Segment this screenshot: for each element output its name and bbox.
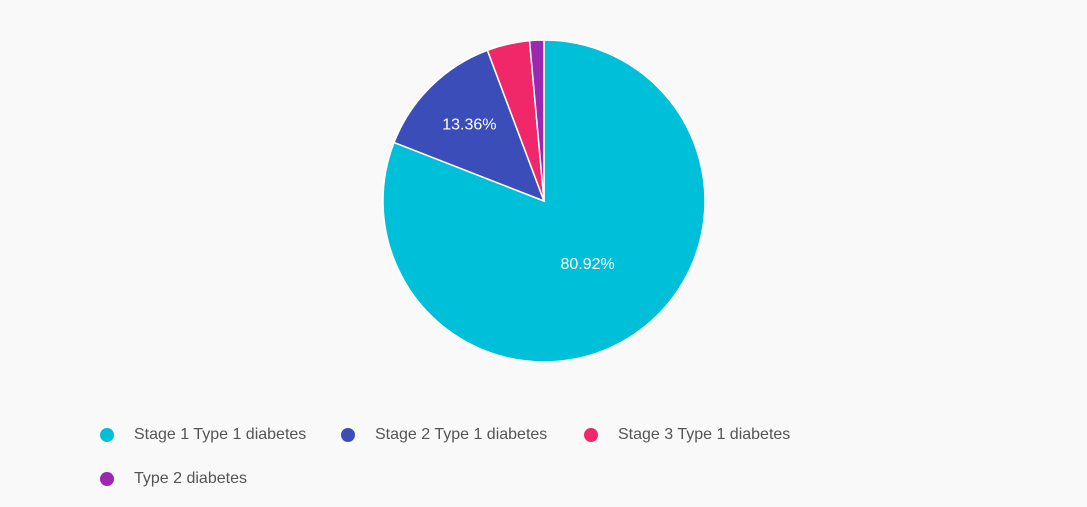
legend-marker-stage-3 <box>584 428 598 442</box>
legend-item-stage-1[interactable]: Stage 1 Type 1 diabetes <box>100 420 306 450</box>
data-label-stage-1: 80.92% <box>560 256 614 273</box>
legend-item-type-2[interactable]: Type 2 diabetes <box>100 464 247 494</box>
pie-data-labels: 80.92% 13.36% <box>442 117 615 273</box>
legend-label-type-2: Type 2 diabetes <box>134 470 247 487</box>
legend-marker-type-2 <box>100 472 114 486</box>
legend-label-stage-3: Stage 3 Type 1 diabetes <box>618 426 791 443</box>
pie-slice-stage-2[interactable] <box>393 49 546 203</box>
data-label-stage-2: 13.36% <box>442 117 496 134</box>
pie-slice-type-2[interactable] <box>528 39 545 202</box>
legend-label-stage-2: Stage 2 Type 1 diabetes <box>375 426 548 443</box>
legend: Stage 1 Type 1 diabetes Stage 2 Type 1 d… <box>100 420 1000 500</box>
legend-item-stage-3[interactable]: Stage 3 Type 1 diabetes <box>584 420 790 450</box>
legend-marker-stage-1 <box>100 428 114 442</box>
legend-label-stage-1: Stage 1 Type 1 diabetes <box>134 426 307 443</box>
pie-chart-plot: 80.92% 13.36% <box>382 39 706 363</box>
legend-item-stage-2[interactable]: Stage 2 Type 1 diabetes <box>341 420 547 450</box>
pie-slices <box>382 39 706 363</box>
legend-marker-stage-2 <box>341 428 355 442</box>
